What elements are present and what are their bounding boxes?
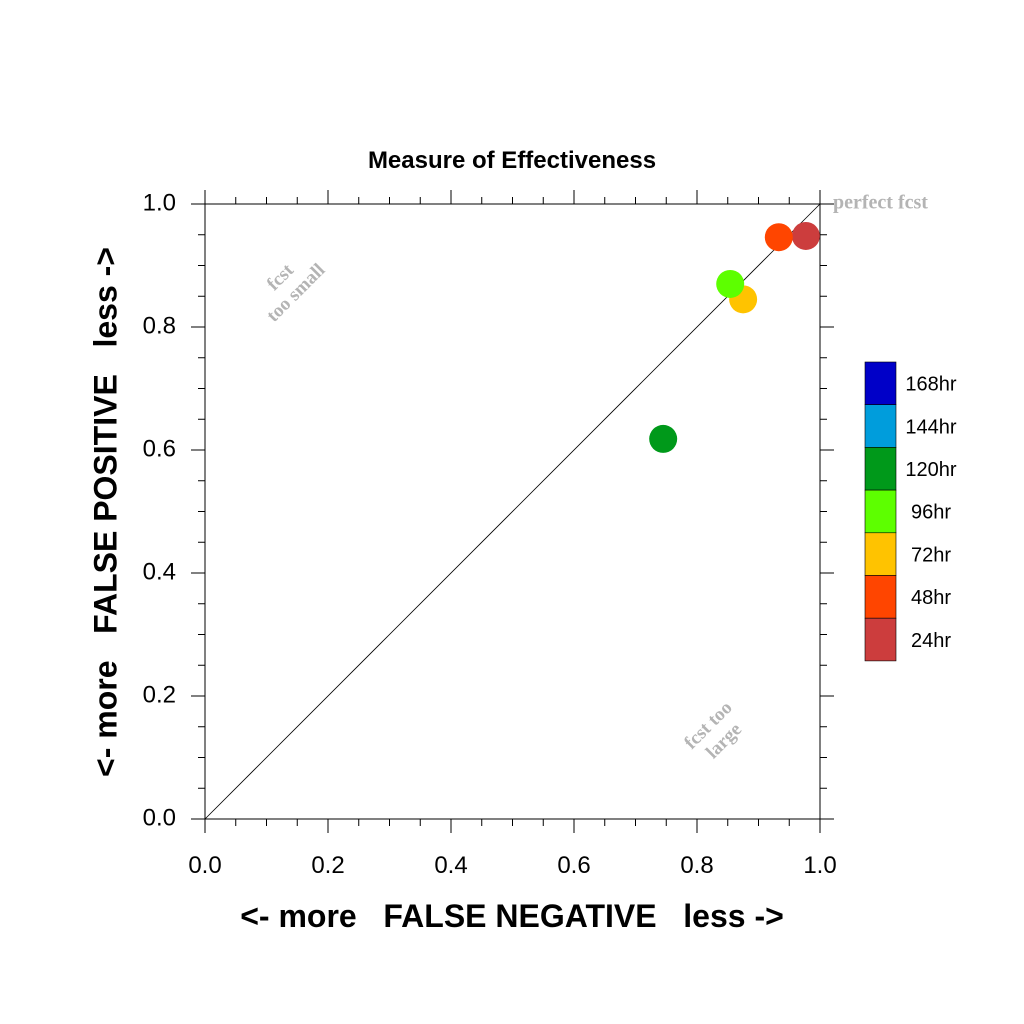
- legend-label-120hr: 120hr: [905, 459, 956, 481]
- legend-swatch-168hr: [864, 361, 897, 406]
- axis-ticks: [191, 190, 834, 833]
- y-tick-label: 1.0: [143, 189, 176, 216]
- chart-title: Measure of Effectiveness: [368, 147, 656, 174]
- y-tick-label: 0.6: [143, 435, 176, 462]
- x-tick-label: 0.4: [434, 852, 467, 879]
- legend-label-96hr: 96hr: [911, 502, 951, 524]
- annotation-fcst-too-small: fcst too small: [263, 259, 330, 326]
- legend-label-72hr: 72hr: [911, 544, 951, 566]
- legend-swatch-120hr: [864, 447, 897, 491]
- point-120hr: [649, 424, 678, 453]
- legend-swatch-96hr: [864, 489, 897, 534]
- y-axis-label: <- more FALSE POSITIVE less ->: [87, 247, 123, 777]
- legend-label-24hr: 24hr: [911, 630, 951, 652]
- x-axis-label: <- more FALSE NEGATIVE less ->: [240, 898, 784, 934]
- data-points: [649, 221, 820, 453]
- legend-label-168hr: 168hr: [905, 374, 956, 396]
- y-tick-label: 0.2: [143, 681, 176, 708]
- y-tick-labels: 0.0 0.2 0.4 0.6 0.8 1.0: [143, 189, 176, 831]
- legend-swatch-24hr: [864, 617, 897, 662]
- point-24hr: [791, 221, 820, 250]
- x-tick-label: 0.8: [680, 852, 713, 879]
- legend-swatch-72hr: [864, 532, 897, 576]
- reference-diagonal-line: [204, 203, 821, 820]
- annotation-perfect-fcst: perfect fcst: [833, 192, 928, 214]
- legend-label-144hr: 144hr: [905, 416, 956, 438]
- legend-swatch-48hr: [864, 575, 897, 619]
- legend-swatch-144hr: [864, 404, 897, 448]
- y-tick-label: 0.8: [143, 312, 176, 339]
- x-tick-label: 0.2: [311, 852, 344, 879]
- legend: 168hr 144hr 120hr 96hr 72hr 48hr 24hr: [864, 361, 957, 662]
- x-tick-labels: 0.0 0.2 0.4 0.6 0.8 1.0: [188, 852, 836, 879]
- x-tick-label: 0.0: [188, 852, 221, 879]
- point-96hr: [716, 269, 745, 298]
- x-tick-label: 0.6: [557, 852, 590, 879]
- plot-area: 0.0 0.2 0.4 0.6 0.8 1.0 0.0 0.2 0.4 0.6 0.8 1.0: [143, 189, 837, 879]
- point-48hr: [764, 223, 793, 252]
- y-tick-label: 0.4: [143, 558, 176, 585]
- x-tick-label: 1.0: [803, 852, 836, 879]
- y-tick-label: 0.0: [143, 804, 176, 831]
- legend-label-48hr: 48hr: [911, 587, 951, 609]
- annotation-fcst-too-large: fcst too large: [680, 697, 746, 763]
